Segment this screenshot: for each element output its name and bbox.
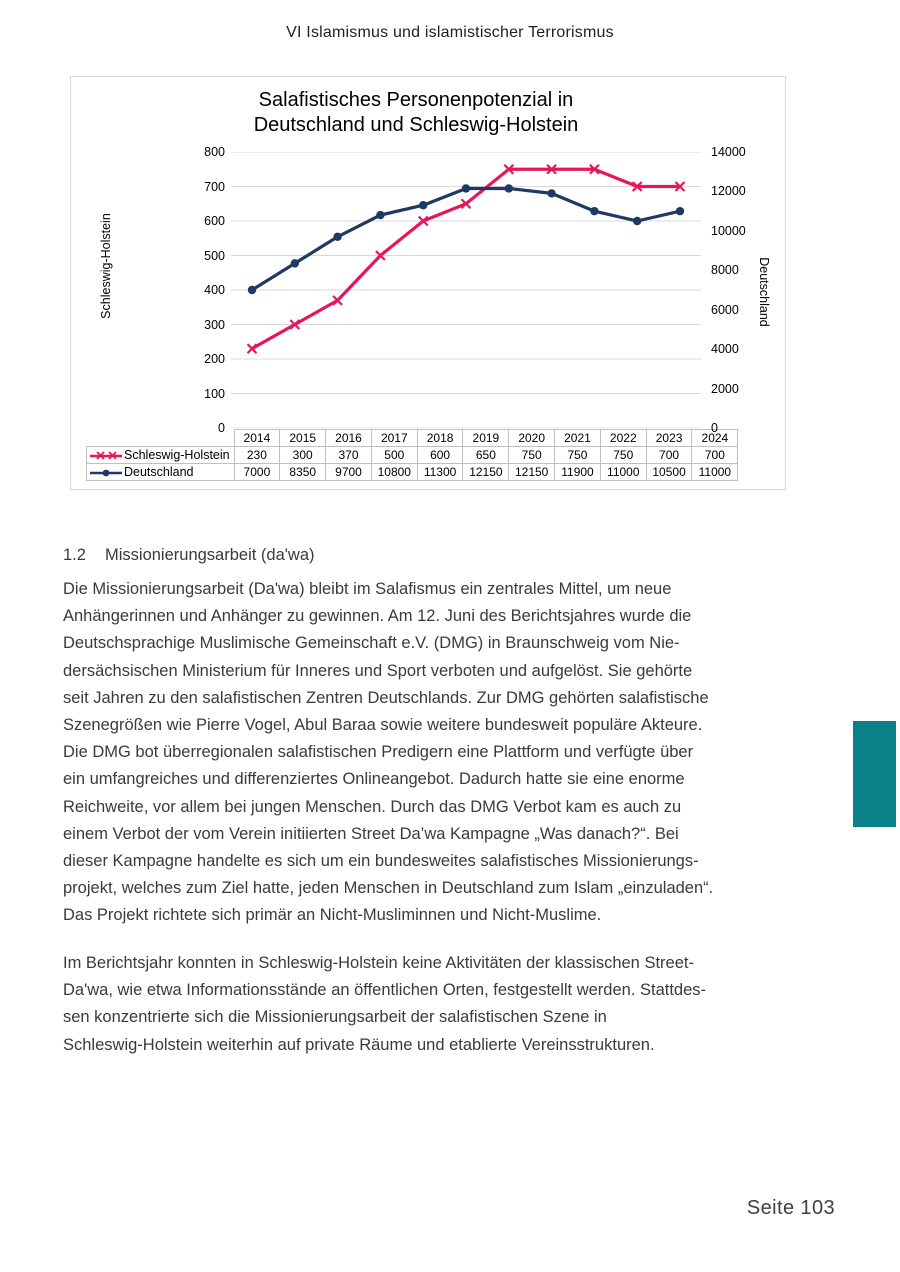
value-cell: 750: [599, 446, 647, 464]
left-axis-tick: 500: [204, 248, 225, 263]
value-cell: 300: [279, 446, 327, 464]
year-header-cell: 2022: [599, 429, 647, 447]
series-label-cell: Schleswig-Holstein: [86, 446, 235, 464]
year-header-cell: 2023: [645, 429, 693, 447]
left-axis-tick: 300: [204, 317, 225, 332]
right-axis-tick: 4000: [711, 342, 739, 357]
year-header-cell: 2017: [370, 429, 418, 447]
value-cell: 11300: [416, 463, 464, 481]
section-heading: 1.2 Missionierungsarbeit (da'wa): [63, 546, 315, 565]
value-cell: 650: [462, 446, 510, 464]
year-header-cell: 2015: [279, 429, 327, 447]
right-axis-tick: 12000: [711, 184, 746, 199]
left-axis-tick: 100: [204, 386, 225, 401]
value-cell: 11000: [691, 463, 739, 481]
line-chart-plot: [231, 152, 701, 428]
series-name: Deutschland: [124, 464, 194, 479]
section-title: Missionierungsarbeit (da'wa): [105, 546, 315, 564]
value-cell: 750: [554, 446, 601, 464]
right-axis-tick: 10000: [711, 223, 746, 238]
legend-line-icon: [90, 469, 122, 476]
left-axis-title: Schleswig-Holstein: [99, 213, 113, 319]
right-axis-tick: 8000: [711, 263, 739, 278]
left-axis-tick: 200: [204, 352, 225, 366]
year-header-cell: 2021: [554, 429, 601, 447]
series-name: Schleswig-Holstein: [124, 447, 230, 462]
value-cell: 750: [508, 446, 556, 464]
year-header-cell: 2018: [416, 429, 464, 447]
value-cell: 12150: [462, 463, 510, 481]
table-row: 2014 2015 2016 2017 2018 2019 2020 2021 2022 2023…: [86, 429, 739, 447]
value-cell: 600: [416, 446, 464, 464]
section-number: 1.2: [63, 546, 86, 564]
table-row: Deutschland 7000 8350 9700 10800 11300 12150 12…: [86, 463, 739, 481]
value-cell: 11000: [599, 463, 647, 481]
page-number: Seite 103: [746, 1197, 835, 1219]
accent-rectangle: [853, 721, 896, 827]
value-cell: 9700: [325, 463, 372, 481]
right-axis-tick: 6000: [711, 302, 739, 317]
value-cell: 12150: [508, 463, 556, 481]
value-cell: 500: [370, 446, 418, 464]
value-cell: 10800: [370, 463, 418, 481]
body-paragraph: Die Missionierungsarbeit (Da'wa) bleibt …: [63, 580, 714, 925]
value-cell: 10500: [645, 463, 693, 481]
left-axis-tick: 600: [204, 214, 225, 228]
year-header-cell: 2014: [233, 429, 281, 447]
left-axis-tick: 0: [218, 421, 225, 435]
year-header-cell: 2020: [508, 429, 556, 447]
value-cell: 7000: [233, 463, 281, 481]
year-header-cell: 2019: [462, 429, 510, 447]
right-axis-tick: 14000: [711, 145, 746, 159]
value-cell: 230: [233, 446, 281, 464]
right-axis-tick: 0: [711, 421, 718, 435]
page-header: VI Islamismus und islamistischer Terrori…: [286, 24, 614, 41]
value-cell: 700: [691, 446, 739, 464]
left-axis-tick: 800: [204, 145, 225, 159]
table-corner-cell: [86, 429, 234, 447]
legend-line-icon: [90, 450, 122, 460]
table-row: Schleswig-Holstein 230 300 370 500 600 650 750 7…: [86, 446, 739, 464]
year-header-cell: 2016: [325, 429, 372, 447]
chart-title: Salafistisches Personenpotenzial in Deut…: [253, 89, 579, 136]
series-label-cell: Deutschland: [86, 463, 235, 481]
body-paragraph: Im Berichtsjahr konnten in Schleswig-Hol…: [63, 954, 707, 1054]
value-cell: 11900: [554, 463, 601, 481]
chart-data-table: 2014 2015 2016 2017 2018 2019 2020 2021 2022 2023…: [86, 429, 739, 481]
left-axis-tick: 400: [204, 283, 225, 297]
chart-container: Salafistisches Personenpotenzial in Deut…: [70, 76, 786, 490]
value-cell: 370: [325, 446, 372, 464]
value-cell: 700: [645, 446, 693, 464]
right-axis-tick: 2000: [711, 381, 739, 396]
value-cell: 8350: [279, 463, 327, 481]
left-axis-tick: 700: [204, 179, 225, 194]
